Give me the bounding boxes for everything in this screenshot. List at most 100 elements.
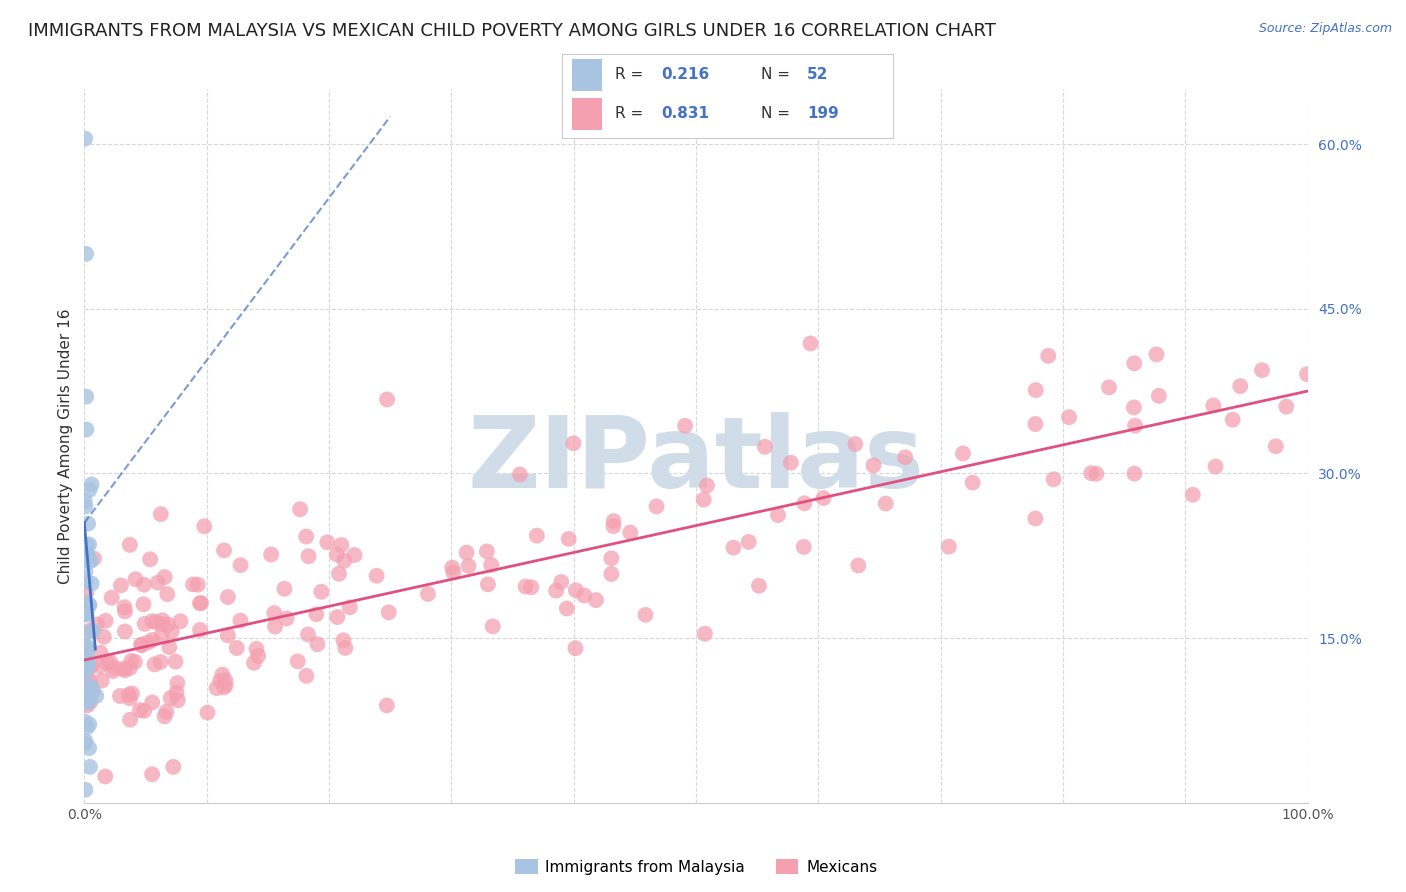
Point bbox=[76, 665, 98, 680]
Point bbox=[136, 635, 159, 649]
Point bbox=[146, 575, 169, 590]
Point bbox=[118, 691, 141, 706]
Point bbox=[209, 673, 232, 688]
Point bbox=[79, 483, 101, 497]
Point bbox=[132, 578, 155, 592]
Point bbox=[214, 673, 236, 688]
Point bbox=[1229, 379, 1251, 393]
Point bbox=[143, 657, 166, 672]
Point bbox=[153, 570, 176, 584]
Point bbox=[600, 551, 623, 566]
Point bbox=[89, 659, 111, 673]
Point bbox=[141, 695, 163, 709]
Point bbox=[1147, 389, 1170, 403]
Point bbox=[619, 525, 641, 540]
Point bbox=[75, 734, 97, 748]
Point bbox=[377, 605, 399, 619]
Point bbox=[188, 623, 211, 637]
Point bbox=[80, 680, 103, 694]
Point bbox=[1025, 383, 1047, 397]
Point bbox=[737, 535, 759, 549]
Point bbox=[564, 641, 586, 656]
Text: Source: ZipAtlas.com: Source: ZipAtlas.com bbox=[1258, 22, 1392, 36]
Point bbox=[1205, 459, 1227, 474]
Point bbox=[1264, 439, 1286, 453]
Point bbox=[526, 528, 548, 542]
Point bbox=[110, 578, 132, 592]
Point bbox=[793, 496, 815, 510]
Point bbox=[73, 639, 96, 653]
Point bbox=[212, 543, 235, 558]
Point bbox=[295, 530, 318, 544]
Point bbox=[562, 436, 585, 450]
Point bbox=[673, 418, 696, 433]
Point bbox=[141, 614, 163, 628]
Point bbox=[94, 614, 117, 628]
Point bbox=[225, 640, 247, 655]
Point bbox=[166, 686, 188, 700]
Point bbox=[276, 611, 298, 625]
Point bbox=[82, 624, 104, 638]
Point bbox=[1122, 401, 1144, 415]
Point bbox=[73, 646, 96, 660]
Text: 0.216: 0.216 bbox=[662, 67, 710, 82]
Point bbox=[197, 706, 219, 720]
Bar bbox=[572, 97, 602, 130]
Point bbox=[75, 641, 97, 656]
Point bbox=[1144, 347, 1167, 361]
Point bbox=[73, 736, 96, 750]
Point bbox=[938, 540, 960, 554]
Point bbox=[311, 584, 333, 599]
Point bbox=[114, 604, 136, 618]
Point bbox=[76, 548, 98, 562]
Point bbox=[1275, 400, 1298, 414]
Point bbox=[76, 586, 98, 600]
Point bbox=[165, 655, 187, 669]
Point bbox=[75, 714, 97, 729]
Point bbox=[75, 663, 97, 677]
Point bbox=[153, 709, 176, 723]
Point bbox=[89, 646, 111, 660]
Point bbox=[76, 720, 98, 734]
Point bbox=[145, 615, 167, 629]
Point bbox=[114, 624, 136, 639]
Point bbox=[128, 703, 150, 717]
Point bbox=[118, 688, 141, 702]
Point bbox=[1202, 399, 1225, 413]
Point bbox=[457, 559, 479, 574]
Text: R =: R = bbox=[616, 106, 648, 121]
Point bbox=[305, 607, 328, 622]
Point bbox=[441, 566, 464, 580]
Point bbox=[456, 546, 478, 560]
Point bbox=[155, 705, 177, 719]
Point bbox=[297, 627, 319, 641]
Point bbox=[229, 558, 252, 573]
Point bbox=[1085, 467, 1108, 481]
Point bbox=[475, 544, 498, 558]
Point bbox=[416, 587, 439, 601]
Point bbox=[73, 662, 96, 676]
Point bbox=[181, 577, 204, 591]
Point bbox=[149, 507, 172, 521]
Point bbox=[156, 617, 179, 632]
Point bbox=[76, 659, 98, 673]
Point bbox=[166, 693, 188, 707]
Point bbox=[77, 696, 100, 710]
Point bbox=[1098, 380, 1121, 394]
Point bbox=[93, 630, 115, 644]
Point bbox=[287, 654, 309, 668]
Point bbox=[73, 607, 96, 621]
Point bbox=[75, 551, 97, 566]
Point bbox=[75, 596, 97, 610]
Point bbox=[94, 769, 117, 783]
Text: 199: 199 bbox=[807, 106, 838, 121]
Point bbox=[118, 661, 141, 675]
Point bbox=[75, 423, 97, 437]
Point bbox=[193, 519, 215, 533]
Point bbox=[149, 655, 172, 669]
Point bbox=[108, 689, 131, 703]
Point bbox=[77, 552, 100, 566]
Point bbox=[754, 440, 776, 454]
Point bbox=[120, 713, 142, 727]
Point bbox=[215, 678, 238, 692]
